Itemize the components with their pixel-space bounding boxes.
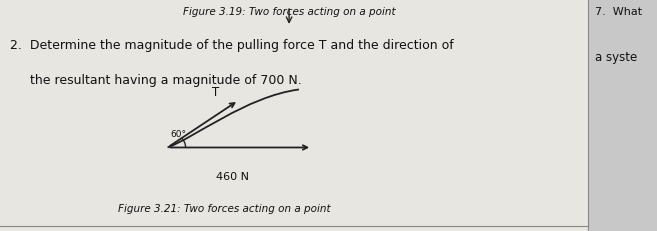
Text: T: T — [212, 86, 219, 99]
Text: a syste: a syste — [595, 51, 637, 64]
Text: 2.  Determine the magnitude of the pulling force T and the direction of: 2. Determine the magnitude of the pullin… — [10, 39, 453, 52]
Text: 460 N: 460 N — [216, 171, 249, 181]
Text: 7.  What: 7. What — [595, 7, 642, 17]
Text: 60°: 60° — [171, 130, 187, 139]
FancyBboxPatch shape — [0, 0, 588, 231]
Text: Figure 3.19: Two forces acting on a point: Figure 3.19: Two forces acting on a poin… — [183, 7, 396, 17]
Text: Figure 3.21: Two forces acting on a point: Figure 3.21: Two forces acting on a poin… — [118, 203, 331, 213]
Text: the resultant having a magnitude of 700 N.: the resultant having a magnitude of 700 … — [10, 74, 302, 87]
